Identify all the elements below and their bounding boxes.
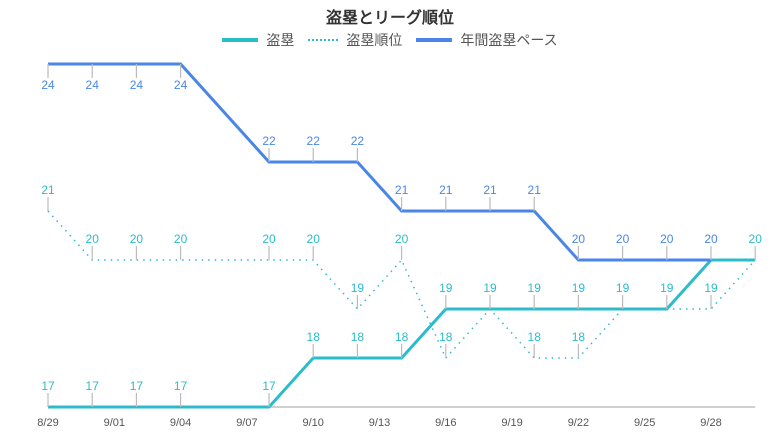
data-label: 21 <box>528 183 542 197</box>
x-tick-label: 9/07 <box>236 417 257 429</box>
data-label: 21 <box>395 183 409 197</box>
x-tick-label: 9/28 <box>700 417 721 429</box>
data-label: 19 <box>704 281 718 295</box>
data-label: 20 <box>660 232 674 246</box>
data-label: 20 <box>616 232 630 246</box>
data-label: 19 <box>660 281 674 295</box>
series-line-2 <box>48 62 711 262</box>
data-label: 17 <box>174 379 188 393</box>
data-label: 18 <box>439 330 453 344</box>
data-label: 24 <box>130 78 144 92</box>
data-label: 19 <box>351 281 365 295</box>
legend-label-annual-pace: 年間盗塁ペース <box>460 33 558 49</box>
data-label: 20 <box>395 232 409 246</box>
x-tick-label: 9/10 <box>302 417 323 429</box>
legend-label-steals: 盗塁 <box>266 33 295 49</box>
legend-swatch-steals <box>222 38 259 42</box>
data-label: 19 <box>483 281 497 295</box>
data-label: 20 <box>307 232 321 246</box>
data-label: 21 <box>483 183 497 197</box>
x-tick-label: 9/01 <box>104 417 125 429</box>
data-label: 19 <box>616 281 630 295</box>
x-tick-label: 8/29 <box>37 417 58 429</box>
data-label: 21 <box>439 183 453 197</box>
legend-item-steal-rank[interactable]: 盗塁順位 <box>308 30 402 50</box>
data-label: 20 <box>572 232 586 246</box>
data-label: 22 <box>351 134 365 148</box>
data-label: 18 <box>307 330 321 344</box>
data-label: 21 <box>41 183 55 197</box>
data-label: 22 <box>262 134 276 148</box>
legend-item-steals[interactable]: 盗塁 <box>222 30 294 50</box>
series-line-0 <box>48 258 756 409</box>
data-label: 20 <box>749 232 763 246</box>
legend-label-steal-rank: 盗塁順位 <box>346 33 403 49</box>
data-label: 18 <box>528 330 542 344</box>
data-label: 24 <box>86 78 100 92</box>
x-tick-label: 9/04 <box>170 417 191 429</box>
chart-title: 盗塁とリーグ順位 <box>325 8 454 27</box>
data-label: 24 <box>174 78 188 92</box>
data-label: 19 <box>439 281 453 295</box>
x-tick-label: 9/13 <box>369 417 390 429</box>
legend-item-annual-pace[interactable]: 年間盗塁ペース <box>416 30 558 50</box>
legend: 盗塁 盗塁順位 年間盗塁ペース <box>0 30 780 50</box>
data-label: 19 <box>528 281 542 295</box>
data-label: 20 <box>86 232 100 246</box>
data-label: 20 <box>262 232 276 246</box>
x-tick-label: 9/16 <box>435 417 456 429</box>
data-label: 17 <box>41 379 55 393</box>
data-label: 17 <box>86 379 100 393</box>
x-tick-label: 9/25 <box>634 417 655 429</box>
data-label: 19 <box>572 281 586 295</box>
legend-swatch-steal-rank <box>308 39 339 41</box>
data-label: 18 <box>351 330 365 344</box>
data-label: 17 <box>262 379 276 393</box>
data-label: 18 <box>395 330 409 344</box>
data-label: 20 <box>704 232 718 246</box>
data-label: 17 <box>130 379 144 393</box>
data-label: 20 <box>130 232 144 246</box>
legend-swatch-annual-pace <box>416 38 453 42</box>
data-label: 18 <box>572 330 586 344</box>
data-label: 24 <box>41 78 55 92</box>
data-label: 20 <box>174 232 188 246</box>
x-tick-label: 9/19 <box>501 417 522 429</box>
data-label: 22 <box>307 134 321 148</box>
x-tick-label: 9/22 <box>568 417 589 429</box>
